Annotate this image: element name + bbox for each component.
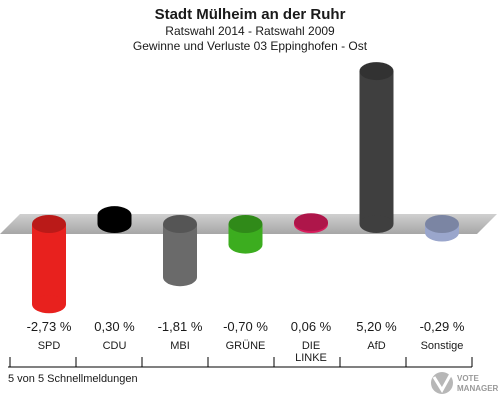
value-label: 0,06 %: [291, 319, 332, 334]
bar-bottom-cap: [228, 235, 263, 254]
bar-mbi: [163, 215, 197, 287]
bar-bottom-cap: [163, 268, 197, 287]
bar-top-cap: [359, 62, 394, 81]
bar-top-cap: [294, 213, 328, 232]
bar-afd: [359, 62, 394, 233]
bar-sonstige: [425, 215, 459, 242]
bar-body: [32, 224, 66, 305]
value-label: 5,20 %: [356, 319, 397, 334]
bars-layer: [32, 62, 459, 314]
value-label: -0,29 %: [420, 319, 465, 334]
chart-subtitle-2: Gewinne und Verluste 03 Eppinghofen - Os…: [133, 39, 368, 53]
bar-bottom-cap: [359, 215, 394, 233]
bar-body: [359, 71, 394, 225]
value-label: 0,30 %: [94, 319, 135, 334]
value-label: -0,70 %: [223, 319, 268, 334]
logo-text-2: MANAGER: [457, 384, 499, 393]
category-label: MBI: [170, 340, 190, 352]
vote-manager-logo: VOTE MANAGER: [431, 371, 499, 394]
bar-top-cap: [228, 215, 263, 233]
category-label: DIE LINKE: [295, 340, 327, 364]
chart-subtitle: Ratswahl 2014 - Ratswahl 2009: [165, 24, 335, 38]
bar-top-cap: [163, 215, 197, 233]
footnote: 5 von 5 Schnellmeldungen: [8, 373, 138, 385]
bar-cdu: [97, 206, 132, 233]
logo-mark-icon: [431, 371, 454, 394]
logo-text: VOTE: [457, 374, 479, 383]
category-label: CDU: [103, 340, 127, 352]
category-label: SPD: [38, 340, 61, 352]
bar-bottom-cap: [32, 295, 66, 314]
bar-top-cap: [425, 215, 459, 233]
bar-top-cap: [97, 206, 132, 225]
category-label: AfD: [367, 340, 385, 352]
category-label: Sonstige: [421, 340, 464, 352]
value-labels-layer: -2,73 % 0,30 % -1,81 % -0,70 % 0,06 % 5,20 % -…: [27, 319, 465, 334]
bar-grüne: [228, 215, 263, 254]
category-axis-layer: SPD CDU MBI GRÜNE DIE LINKE AfD Sonstige: [9, 340, 473, 367]
category-label: GRÜNE: [226, 340, 266, 352]
bar-die-linke: [294, 213, 328, 233]
value-label: -2,73 %: [27, 319, 72, 334]
bar-spd: [32, 215, 66, 314]
chart-title: Stadt Mülheim an der Ruhr: [155, 6, 346, 23]
bar-top-cap: [32, 215, 66, 233]
value-label: -1,81 %: [158, 319, 203, 334]
